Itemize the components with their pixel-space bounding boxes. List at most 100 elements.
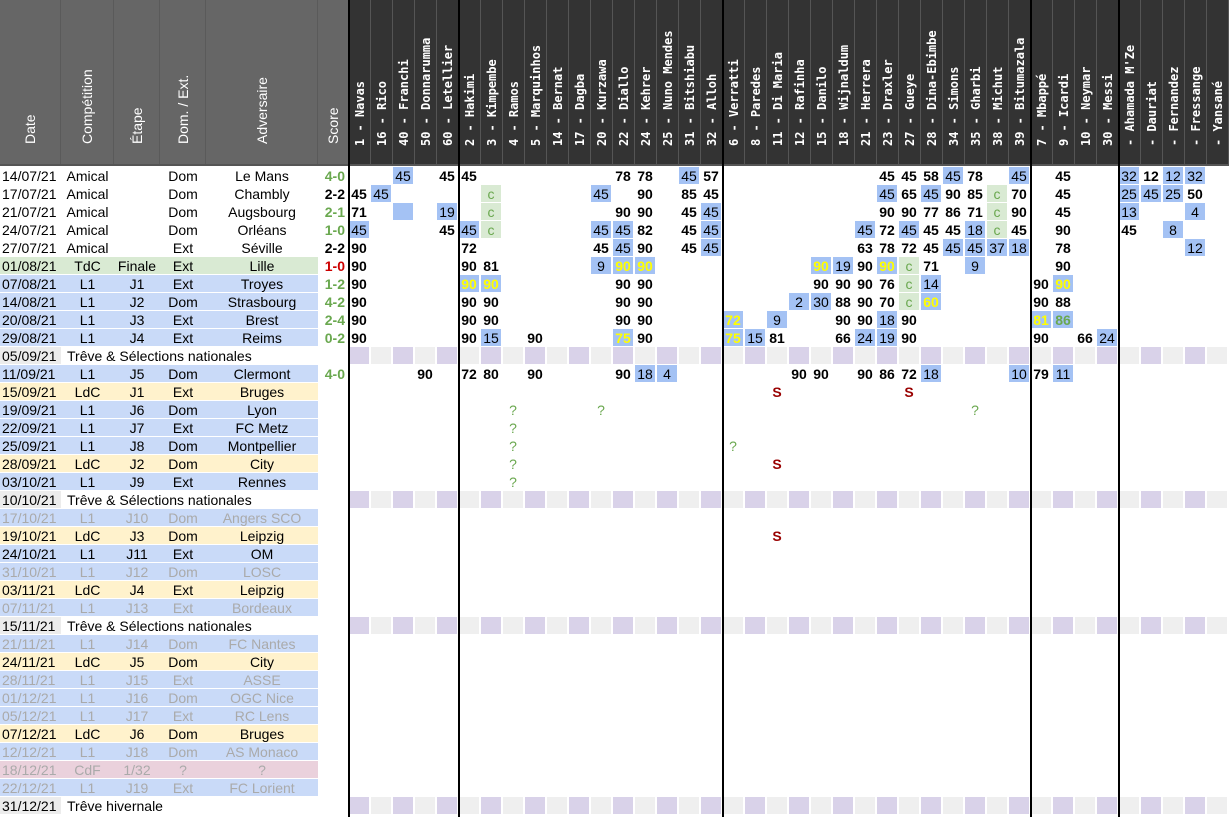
player-cell[interactable]: [767, 635, 788, 653]
player-cell[interactable]: [349, 563, 370, 581]
cell-venue[interactable]: Ext: [160, 239, 206, 257]
player-cell[interactable]: [525, 257, 546, 275]
player-cell[interactable]: [569, 617, 590, 635]
player-cell[interactable]: 72: [899, 365, 920, 383]
player-cell[interactable]: [767, 185, 788, 203]
player-cell[interactable]: [723, 581, 744, 599]
player-cell[interactable]: [1207, 347, 1228, 365]
player-column-header[interactable]: 14 - Bernat: [547, 0, 569, 164]
player-cell[interactable]: [657, 725, 678, 743]
player-cell[interactable]: [591, 491, 612, 509]
player-cell[interactable]: [503, 257, 524, 275]
player-cell[interactable]: [679, 401, 700, 419]
player-cell[interactable]: [349, 167, 370, 185]
player-cell[interactable]: [503, 329, 524, 347]
player-cell[interactable]: [767, 617, 788, 635]
player-cell[interactable]: [437, 779, 458, 797]
player-cell[interactable]: ?: [591, 401, 612, 419]
table-row[interactable]: 05/09/21 Trêve & Sélections nationales: [0, 347, 1229, 365]
table-row[interactable]: 03/11/21 LdC J4 Ext Leipzig: [0, 581, 1229, 599]
player-cell[interactable]: [613, 509, 634, 527]
player-cell[interactable]: 63: [855, 239, 876, 257]
player-cell[interactable]: [371, 743, 392, 761]
cell-date[interactable]: 18/12/21: [0, 761, 61, 779]
player-cell[interactable]: [1163, 761, 1184, 779]
table-row[interactable]: 15/11/21 Trêve & Sélections nationales: [0, 617, 1229, 635]
player-cell[interactable]: [635, 527, 656, 545]
player-cell[interactable]: [349, 617, 370, 635]
player-cell[interactable]: [1053, 689, 1074, 707]
cell-date[interactable]: 14/08/21: [0, 293, 61, 311]
player-cell[interactable]: [1075, 293, 1096, 311]
player-cell[interactable]: [437, 257, 458, 275]
player-cell[interactable]: [1031, 221, 1052, 239]
header-competition[interactable]: Compétition: [61, 0, 114, 164]
player-column-header[interactable]: 11 - Di Maria: [767, 0, 789, 164]
player-cell[interactable]: [921, 563, 942, 581]
player-cell[interactable]: [591, 347, 612, 365]
player-cell[interactable]: [349, 365, 370, 383]
player-cell[interactable]: [635, 347, 656, 365]
player-cell[interactable]: [987, 383, 1008, 401]
player-column-header[interactable]: 34 - Simons: [943, 0, 965, 164]
player-cell[interactable]: [657, 293, 678, 311]
player-cell[interactable]: [591, 419, 612, 437]
table-row[interactable]: 29/08/21 L1 J4 Ext Reims 0-2 90 90 15 90 75 90 75 15 8…: [0, 329, 1229, 347]
player-cell[interactable]: [591, 563, 612, 581]
player-cell[interactable]: [393, 383, 414, 401]
player-cell[interactable]: [1097, 311, 1118, 329]
player-cell[interactable]: [503, 311, 524, 329]
cell-venue[interactable]: Dom: [160, 365, 206, 383]
player-cell[interactable]: [1009, 689, 1030, 707]
player-cell[interactable]: [987, 419, 1008, 437]
player-cell[interactable]: [459, 779, 480, 797]
player-cell[interactable]: [437, 653, 458, 671]
player-column-header[interactable]: - Yansané: [1207, 0, 1229, 164]
player-cell[interactable]: [1207, 653, 1228, 671]
player-cell[interactable]: [1185, 527, 1206, 545]
player-column-header[interactable]: 8 - Paredes: [745, 0, 767, 164]
player-cell[interactable]: [899, 347, 920, 365]
player-cell[interactable]: [547, 203, 568, 221]
player-cell[interactable]: [481, 401, 502, 419]
player-cell[interactable]: [1053, 401, 1074, 419]
player-cell[interactable]: [393, 653, 414, 671]
player-cell[interactable]: 45: [393, 167, 414, 185]
player-cell[interactable]: 86: [877, 365, 898, 383]
player-cell[interactable]: [679, 707, 700, 725]
player-cell[interactable]: [569, 563, 590, 581]
player-cell[interactable]: [987, 761, 1008, 779]
cell-venue[interactable]: Dom: [160, 743, 206, 761]
player-cell[interactable]: [1031, 473, 1052, 491]
player-cell[interactable]: [1141, 329, 1162, 347]
player-cell[interactable]: [1075, 257, 1096, 275]
player-cell[interactable]: [811, 779, 832, 797]
cell-competition[interactable]: CdF: [61, 761, 114, 779]
player-cell[interactable]: [701, 293, 722, 311]
player-cell[interactable]: [767, 221, 788, 239]
player-cell[interactable]: ?: [503, 455, 524, 473]
player-cell[interactable]: [987, 401, 1008, 419]
player-cell[interactable]: [349, 437, 370, 455]
player-cell[interactable]: [701, 689, 722, 707]
player-cell[interactable]: [1141, 653, 1162, 671]
player-cell[interactable]: 45: [921, 239, 942, 257]
player-cell[interactable]: [833, 545, 854, 563]
player-cell[interactable]: [921, 419, 942, 437]
player-cell[interactable]: [525, 743, 546, 761]
cell-score[interactable]: [318, 419, 348, 437]
player-cell[interactable]: [503, 617, 524, 635]
player-cell[interactable]: [855, 473, 876, 491]
player-cell[interactable]: [767, 797, 788, 815]
player-cell[interactable]: [1207, 329, 1228, 347]
player-cell[interactable]: [657, 185, 678, 203]
player-cell[interactable]: [1185, 509, 1206, 527]
player-cell[interactable]: 90: [1031, 329, 1052, 347]
player-cell[interactable]: 45: [943, 167, 964, 185]
player-cell[interactable]: [437, 329, 458, 347]
player-cell[interactable]: [1163, 617, 1184, 635]
player-cell[interactable]: [591, 275, 612, 293]
cell-opponent[interactable]: RC Lens: [206, 707, 318, 725]
player-cell[interactable]: [811, 653, 832, 671]
table-row[interactable]: 07/12/21 LdC J6 Dom Bruges: [0, 725, 1229, 743]
